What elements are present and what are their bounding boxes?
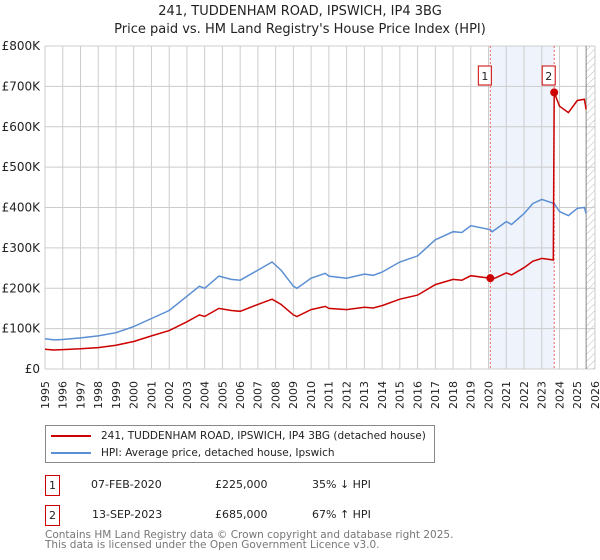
x-tick-label: 2025 <box>571 381 584 409</box>
sale-point <box>486 274 495 283</box>
price-chart: 1 2 1995 1996 1997 1998 1999 2000 2001 2002 2003 20… <box>2 39 600 409</box>
x-tick-label: 2000 <box>128 381 141 409</box>
x-tick-label: 1996 <box>57 381 70 409</box>
chart-title: 241, TUDDENHAM ROAD, IPSWICH, IP4 3BG <box>158 4 442 19</box>
sale-price: £685,000 <box>215 508 268 521</box>
hpi-diff: 67% ↑ HPI <box>312 508 371 521</box>
x-tick-label: 2008 <box>269 381 282 409</box>
x-tick-label: 2003 <box>181 381 194 409</box>
x-tick-label: 2020 <box>482 381 495 409</box>
x-tick-label: 1999 <box>110 381 123 409</box>
y-tick-label: £100K <box>2 322 42 336</box>
x-tick-label: 1997 <box>74 381 87 409</box>
x-tick-label: 1998 <box>92 381 105 409</box>
sale-label: 2 <box>545 70 552 83</box>
legend: 241, TUDDENHAM ROAD, IPSWICH, IP4 3BG (d… <box>45 425 435 463</box>
x-tick-label: 2006 <box>234 381 247 409</box>
x-tick-label: 2024 <box>553 381 566 409</box>
x-tick-label: 2018 <box>447 381 460 409</box>
x-tick-label: 2009 <box>287 381 300 409</box>
x-tick-label: 2013 <box>358 381 371 409</box>
sale-price: £225,000 <box>215 478 268 491</box>
sale-point <box>550 88 559 97</box>
footer-line: This data is licensed under the Open Gov… <box>45 539 380 551</box>
x-tick-label: 2021 <box>500 381 513 409</box>
y-tick-label: £200K <box>2 281 42 295</box>
hpi-line <box>44 198 587 341</box>
x-tick-label: 2012 <box>340 381 353 409</box>
x-tick-label: 2016 <box>411 381 424 409</box>
footer: Contains HM Land Registry data © Crown c… <box>45 529 454 551</box>
y-tick-label: £800K <box>2 39 42 53</box>
marker-box: 2 <box>45 505 60 526</box>
sale-label-box <box>541 65 556 86</box>
x-tick-label: 2023 <box>536 381 549 409</box>
blue-line-swatch <box>51 452 91 454</box>
x-tick-label: 2004 <box>199 381 212 409</box>
sale-date: 13-SEP-2023 <box>92 508 163 521</box>
sale-date: 07-FEB-2020 <box>91 478 162 491</box>
x-tick-label: 2022 <box>518 381 531 409</box>
x-tick-label: 2026 <box>589 381 600 409</box>
y-tick-label: £600K <box>2 120 42 134</box>
x-tick-label: 2019 <box>465 381 478 409</box>
chart-subtitle: Price paid vs. HM Land Registry's House … <box>114 22 486 37</box>
x-tick-label: 2014 <box>376 381 389 409</box>
x-tick-label: 2017 <box>429 381 442 409</box>
legend-label: 241, TUDDENHAM ROAD, IPSWICH, IP4 3BG (d… <box>101 430 426 442</box>
x-tick-label: 1995 <box>39 381 52 409</box>
y-tick-label: £700K <box>2 79 42 93</box>
property-price-line <box>44 92 587 351</box>
red-line-swatch <box>51 435 91 437</box>
x-tick-label: 2010 <box>305 381 318 409</box>
y-tick-label: £500K <box>2 160 42 174</box>
y-tick-label: £300K <box>2 241 42 255</box>
x-tick-label: 2011 <box>323 381 336 409</box>
marker-box: 1 <box>45 475 60 496</box>
y-tick-label: £0 <box>25 362 40 376</box>
hpi-diff: 35% ↓ HPI <box>312 478 371 491</box>
legend-label: HPI: Average price, detached house, Ipsw… <box>101 447 335 459</box>
sale-label-box <box>477 65 492 86</box>
y-tick-label: £400K <box>2 201 42 215</box>
footer-line: Contains HM Land Registry data © Crown c… <box>45 529 454 541</box>
legend-item-property: 241, TUDDENHAM ROAD, IPSWICH, IP4 3BG (d… <box>51 428 426 444</box>
legend-item-hpi: HPI: Average price, detached house, Ipsw… <box>51 445 335 461</box>
sale-label: 1 <box>481 70 488 83</box>
x-tick-label: 2002 <box>163 381 176 409</box>
x-tick-label: 2007 <box>252 381 265 409</box>
x-tick-label: 2005 <box>216 381 229 409</box>
x-tick-label: 2015 <box>394 381 407 409</box>
x-tick-label: 2001 <box>145 381 158 409</box>
